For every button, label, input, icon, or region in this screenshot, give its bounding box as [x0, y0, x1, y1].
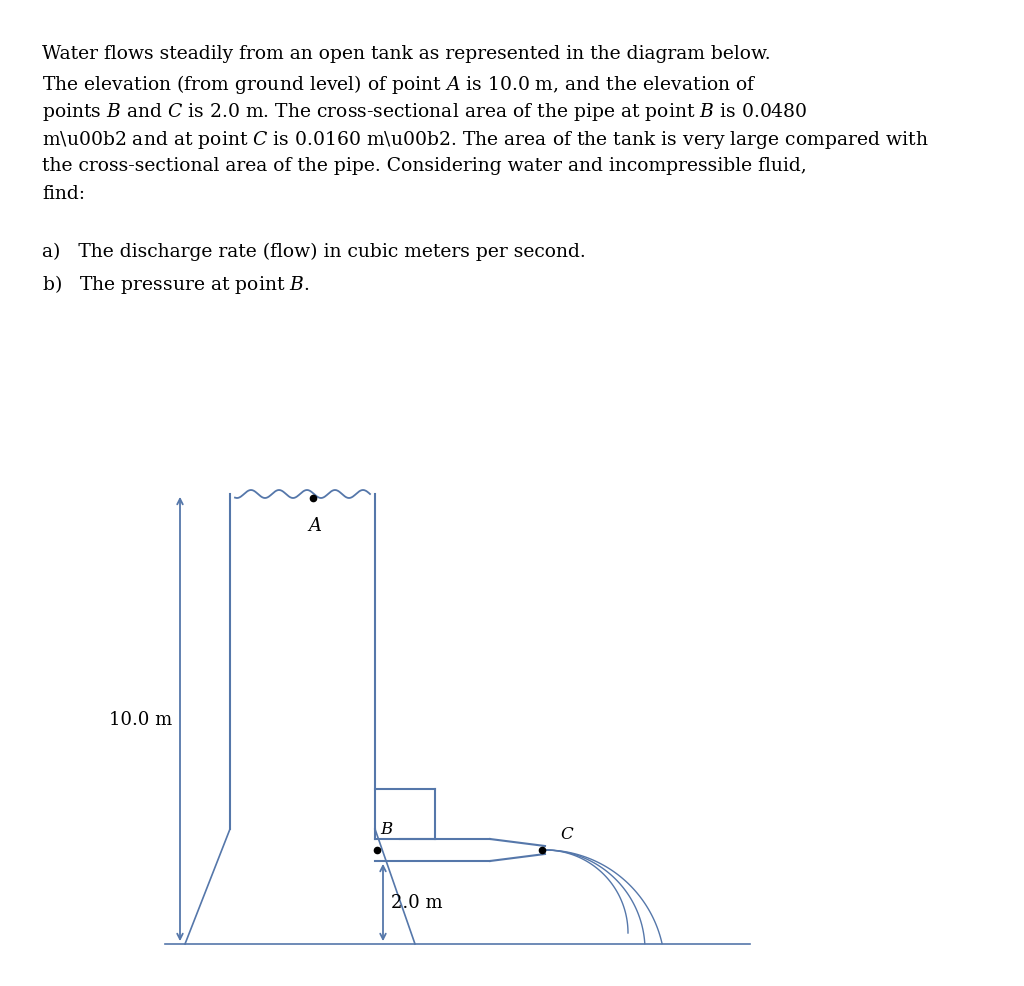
Text: B: B — [380, 820, 392, 837]
Text: 2.0 m: 2.0 m — [391, 893, 442, 912]
Text: The elevation (from ground level) of point $A$ is 10.0 m, and the elevation of: The elevation (from ground level) of poi… — [42, 73, 757, 96]
Text: a)   The discharge rate (flow) in cubic meters per second.: a) The discharge rate (flow) in cubic me… — [42, 243, 586, 261]
Text: points $B$ and $C$ is 2.0 m. The cross-sectional area of the pipe at point $B$ i: points $B$ and $C$ is 2.0 m. The cross-s… — [42, 101, 808, 123]
Text: m\u00b2 and at point $C$ is 0.0160 m\u00b2. The area of the tank is very large c: m\u00b2 and at point $C$ is 0.0160 m\u00… — [42, 129, 929, 151]
Text: A: A — [308, 517, 321, 534]
Text: find:: find: — [42, 184, 85, 203]
Text: 10.0 m: 10.0 m — [109, 710, 172, 729]
Text: the cross-sectional area of the pipe. Considering water and incompressible fluid: the cross-sectional area of the pipe. Co… — [42, 157, 807, 175]
Text: C: C — [560, 825, 572, 842]
Text: Water flows steadily from an open tank as represented in the diagram below.: Water flows steadily from an open tank a… — [42, 45, 771, 63]
Text: b)   The pressure at point $B$.: b) The pressure at point $B$. — [42, 273, 309, 296]
